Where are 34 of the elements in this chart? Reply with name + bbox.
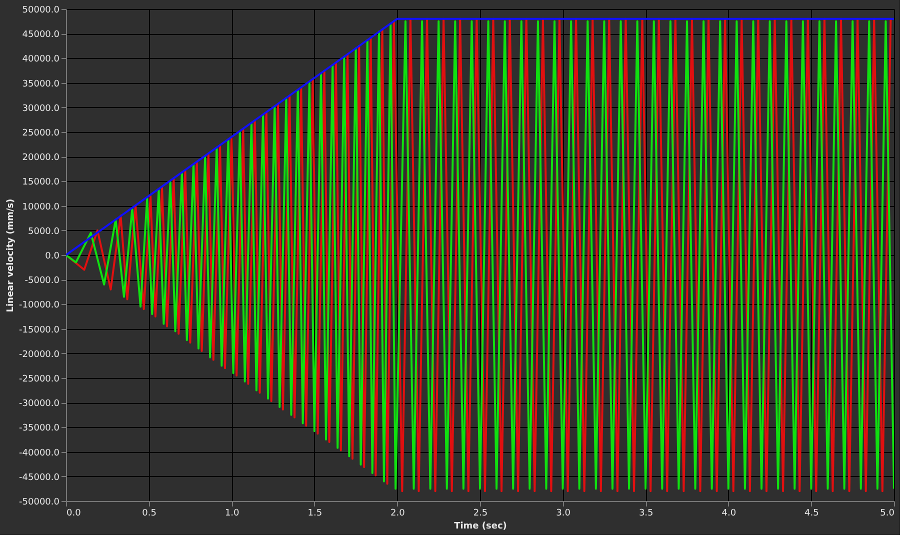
y-tick-label: 40000.0: [22, 54, 60, 65]
x-tick-label: 2.0: [390, 508, 406, 518]
x-tick-label: 0.0: [66, 508, 82, 518]
y-tick-label: -25000.0: [19, 374, 60, 384]
x-tick-label: 2.5: [473, 508, 488, 518]
y-tick-label: -35000.0: [19, 424, 60, 434]
x-tick-label: 5.0: [880, 508, 895, 518]
y-tick-label: -20000.0: [19, 350, 60, 360]
x-tick-label: 1.5: [308, 508, 322, 518]
y-tick-label: 10000.0: [22, 202, 60, 212]
x-axis-title: Time (sec): [454, 522, 507, 532]
y-tick-label: -10000.0: [19, 300, 60, 311]
y-tick-label: 30000.0: [22, 104, 60, 114]
y-tick-label: 45000.0: [22, 30, 60, 40]
y-tick-label: 0.0: [45, 252, 60, 262]
y-tick-label: 15000.0: [22, 178, 60, 188]
y-axis-title: Linear velocity (mm/s): [6, 198, 16, 312]
y-tick-label: -15000.0: [19, 325, 60, 336]
y-tick-label: 25000.0: [22, 128, 60, 138]
y-tick-label: 50000.0: [22, 6, 60, 16]
y-tick-label: -40000.0: [19, 448, 60, 458]
y-tick-label: -45000.0: [19, 472, 60, 483]
x-tick-label: 3.5: [638, 508, 654, 518]
y-tick-label: 20000.0: [22, 153, 60, 164]
y-tick-label: -5000.0: [24, 276, 60, 286]
x-tick-label: 0.5: [142, 508, 156, 518]
x-tick-label: 4.5: [804, 508, 819, 518]
x-tick-label: 1.0: [224, 508, 240, 518]
y-tick-label: 5000.0: [28, 226, 60, 237]
x-tick-label: 3.0: [556, 508, 571, 518]
x-tick-label: 4.0: [722, 508, 736, 518]
y-tick-label: 35000.0: [22, 79, 60, 90]
y-tick-label: -50000.0: [19, 498, 60, 508]
y-tick-label: -30000.0: [19, 399, 60, 410]
